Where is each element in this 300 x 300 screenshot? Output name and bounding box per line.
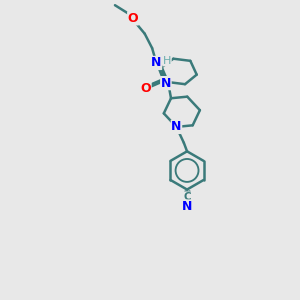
Text: C: C: [183, 192, 191, 202]
Text: N: N: [161, 76, 171, 90]
Text: N: N: [171, 120, 182, 134]
Text: N: N: [182, 200, 192, 213]
Text: H: H: [163, 56, 171, 66]
Text: O: O: [128, 12, 138, 25]
Text: N: N: [151, 56, 162, 70]
Text: O: O: [140, 82, 151, 95]
